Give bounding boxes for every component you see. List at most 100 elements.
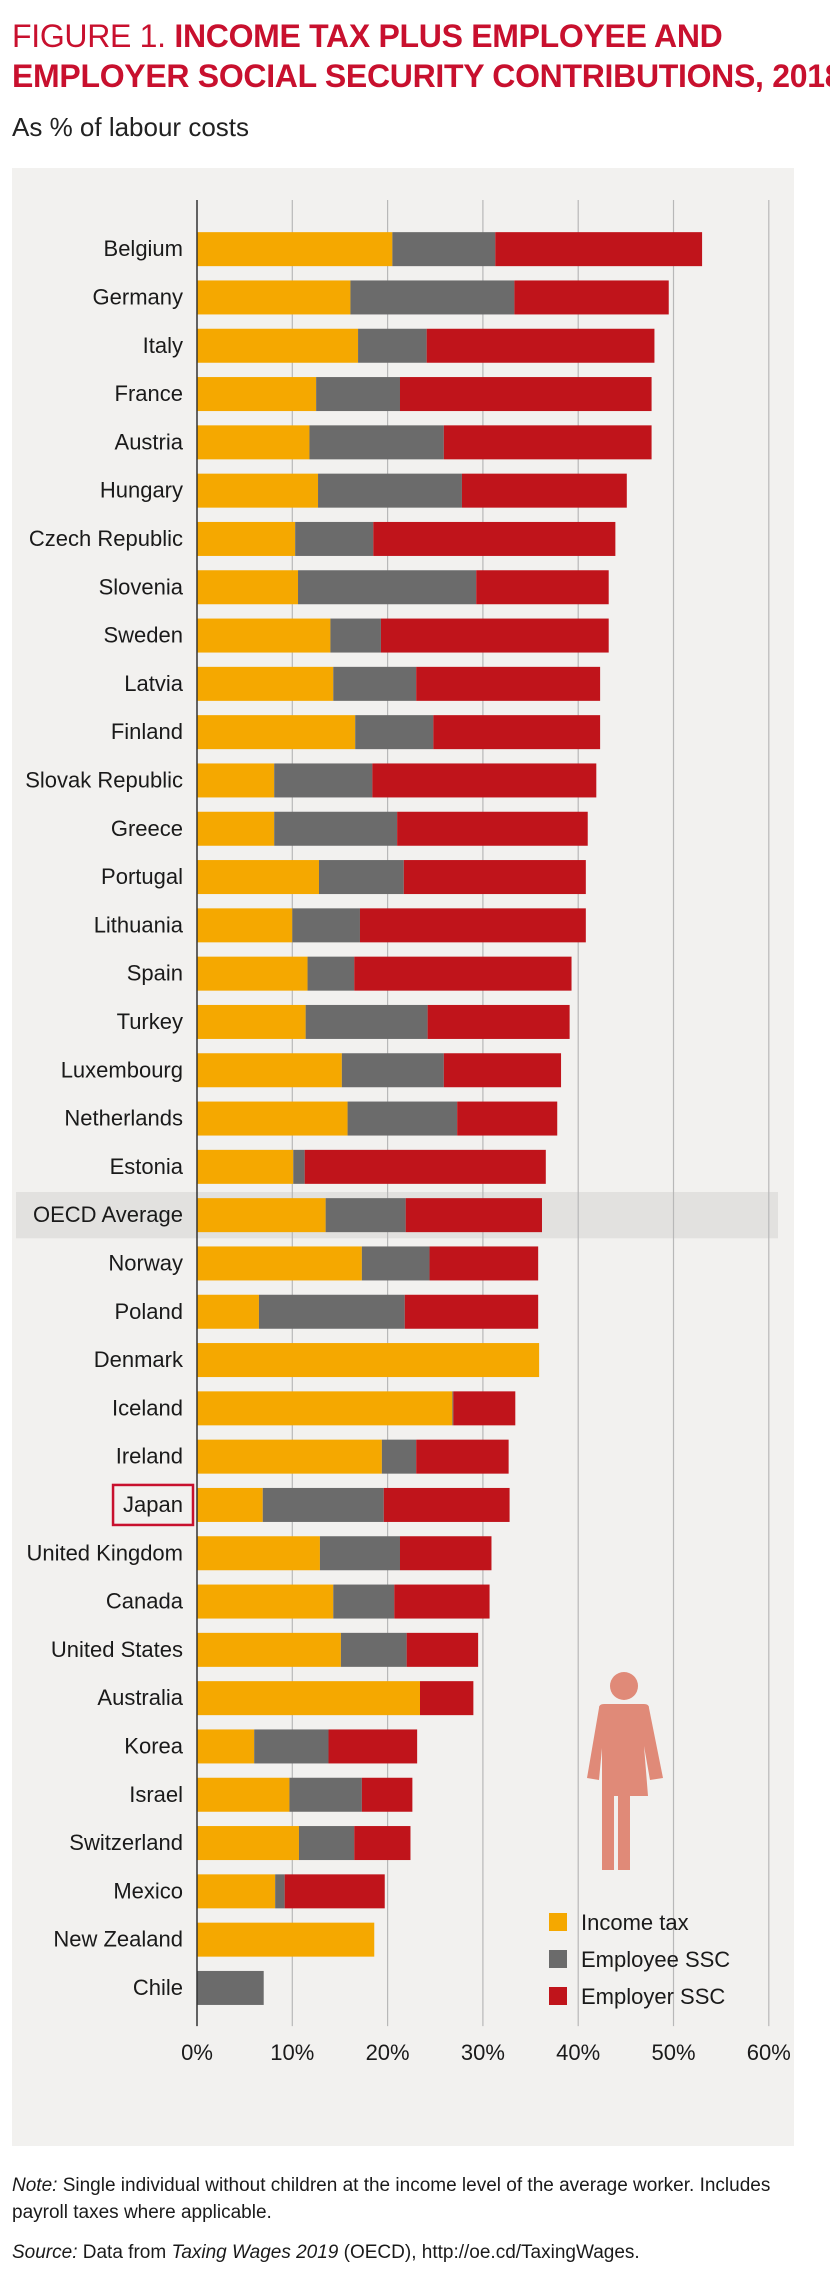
bar-employee-ssc <box>262 1487 384 1522</box>
bar-employer-ssc <box>443 425 652 460</box>
bar-employer-ssc <box>443 1053 562 1088</box>
chart-source: Source: Data from Taxing Wages 2019 (OEC… <box>12 2242 640 2264</box>
bar-employer-ssc <box>354 1826 411 1861</box>
category-label: New Zealand <box>53 1927 183 1952</box>
bar-employer-ssc <box>476 570 609 605</box>
bar-employer-ssc <box>420 1681 474 1716</box>
category-label: Portugal <box>101 864 183 889</box>
x-tick-label: 20% <box>366 2040 410 2065</box>
category-label: United States <box>51 1637 183 1662</box>
bar-employer-ssc <box>359 908 586 943</box>
category-label: Japan <box>123 1492 183 1517</box>
category-label: Iceland <box>112 1395 183 1420</box>
legend-swatch <box>549 1913 567 1931</box>
category-label: Italy <box>143 333 183 358</box>
bar-income-tax <box>197 1294 259 1329</box>
bar-employee-ssc <box>293 1149 305 1184</box>
bar-employer-ssc <box>429 1246 539 1281</box>
bar-income-tax <box>197 1922 375 1957</box>
bar-employee-ssc <box>340 1632 407 1667</box>
source-publication: Taxing Wages 2019 <box>171 2242 339 2263</box>
bar-employee-ssc <box>318 860 404 895</box>
bar-employee-ssc <box>381 1439 417 1474</box>
bar-employer-ssc <box>405 1198 542 1233</box>
category-label: Canada <box>106 1589 184 1614</box>
category-label: Germany <box>93 284 183 309</box>
bar-employer-ssc <box>394 1584 490 1619</box>
legend-label: Income tax <box>581 1910 689 1935</box>
bar-employee-ssc <box>392 232 496 267</box>
category-label: Chile <box>133 1975 183 2000</box>
x-tick-label: 40% <box>556 2040 600 2065</box>
bar-employee-ssc <box>274 811 398 846</box>
category-label: Greece <box>111 816 183 841</box>
category-label: Slovenia <box>99 574 184 599</box>
chart-title: FIGURE 1. INCOME TAX PLUS EMPLOYEE AND E… <box>12 16 830 96</box>
bar-income-tax <box>197 860 319 895</box>
bar-income-tax <box>197 763 275 798</box>
bar-income-tax <box>197 1681 421 1716</box>
bar-employee-ssc <box>333 666 417 701</box>
bar-employer-ssc <box>404 1294 539 1329</box>
category-label: Hungary <box>100 478 183 503</box>
title-line-1: FIGURE 1. INCOME TAX PLUS EMPLOYEE AND <box>12 16 822 56</box>
bar-employee-ssc <box>355 715 434 750</box>
bar-employer-ssc <box>397 811 588 846</box>
bar-employer-ssc <box>372 763 597 798</box>
category-label: Poland <box>114 1299 183 1324</box>
bar-employee-ssc <box>333 1584 395 1619</box>
source-label: Source: <box>12 2242 78 2263</box>
bar-employee-ssc <box>309 425 444 460</box>
category-label: Korea <box>124 1733 183 1758</box>
legend-swatch <box>549 1950 567 1968</box>
bar-employer-ssc <box>416 666 601 701</box>
figure-label: FIGURE 1. <box>12 18 166 54</box>
chart-panel: Belgium Germany Italy France Austria Hungary C… <box>12 168 794 2146</box>
bar-employer-ssc <box>495 232 703 267</box>
bar-employee-ssc <box>341 1053 444 1088</box>
legend-label: Employee SSC <box>581 1947 730 1972</box>
bar-employer-ssc <box>328 1729 418 1764</box>
category-label: OECD Average <box>33 1202 183 1227</box>
bar-income-tax <box>197 1487 263 1522</box>
bar-income-tax <box>197 1632 341 1667</box>
category-label: Estonia <box>110 1154 184 1179</box>
category-label: Mexico <box>113 1878 183 1903</box>
bar-employer-ssc <box>403 860 586 895</box>
source-post: (OECD), http://oe.cd/TaxingWages. <box>338 2242 640 2263</box>
bar-income-tax <box>197 1874 276 1909</box>
bar-income-tax <box>197 1777 290 1812</box>
bar-employee-ssc <box>307 956 355 991</box>
bar-employee-ssc <box>305 1004 428 1039</box>
person-figure-body <box>587 1704 663 1870</box>
bar-income-tax <box>197 908 293 943</box>
bar-income-tax <box>197 328 359 363</box>
x-tick-label: 50% <box>651 2040 695 2065</box>
chart-subtitle: As % of labour costs <box>12 112 249 142</box>
bar-income-tax <box>197 377 317 412</box>
bar-employer-ssc <box>453 1391 516 1426</box>
bar-employee-ssc <box>330 618 381 653</box>
bar-employer-ssc <box>457 1101 558 1136</box>
japan-highlight-box <box>111 1483 195 1527</box>
bar-employer-ssc <box>284 1874 385 1909</box>
category-label: Luxembourg <box>61 1057 183 1082</box>
x-tick-label: 10% <box>270 2040 314 2065</box>
bar-employee-ssc <box>350 280 515 315</box>
bar-income-tax <box>197 1584 334 1619</box>
bar-employer-ssc <box>399 1536 492 1571</box>
bar-employee-ssc <box>275 1874 285 1909</box>
category-label: Belgium <box>104 236 183 261</box>
category-label: Austria <box>115 429 184 454</box>
category-label: Turkey <box>117 1009 183 1034</box>
bar-employee-ssc <box>318 473 462 508</box>
bar-income-tax <box>197 666 334 701</box>
bar-income-tax <box>197 1246 362 1281</box>
title-text-2: EMPLOYER SOCIAL SECURITY CONTRIBUTIONS, … <box>12 58 830 94</box>
bar-employee-ssc <box>274 763 373 798</box>
category-label: Finland <box>111 719 183 744</box>
bar-income-tax <box>197 811 275 846</box>
bar-income-tax <box>197 1004 306 1039</box>
bar-employee-ssc <box>316 377 400 412</box>
bar-employee-ssc <box>361 1246 430 1281</box>
